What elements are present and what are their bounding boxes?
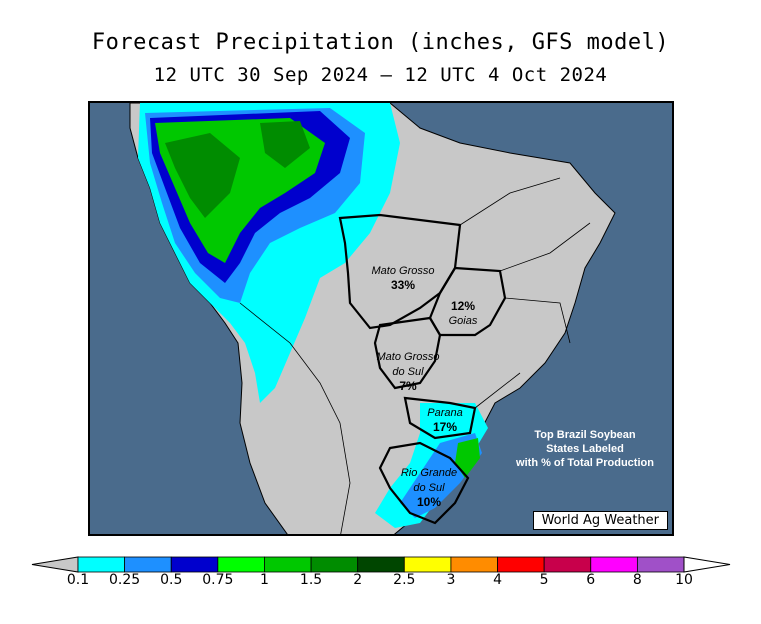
map-subtitle: 12 UTC 30 Sep 2024 — 12 UTC 4 Oct 2024 [153,64,608,86]
other-borders [239,177,591,534]
colorbar-over-arrow [683,556,731,573]
label-goias: 12% Goias [448,299,478,328]
colorbar-swatch [636,556,685,573]
colorbar-under-arrow [31,556,79,573]
colorbar-swatch [170,556,219,573]
map-canvas [90,103,672,534]
colorbar-swatch [77,556,126,573]
colorbar-tick-label: 1 [259,572,269,588]
label-mato-grosso-do-sul: Mato Grosso do Sul 7% [376,351,440,393]
precip-green-south [455,438,480,478]
colorbar-tick-label: 2.5 [393,572,416,588]
label-rio-grande-do-sul: Rio Grande do Sul 10% [400,467,458,509]
colorbar [31,556,731,573]
colorbar-swatch [497,556,545,573]
label-parana: Parana 17% [427,407,463,434]
colorbar-tick-label: 0.75 [202,572,234,588]
colorbar-tick-label: 5 [539,572,549,588]
colorbar-swatch [590,556,638,573]
colorbar-tick-label: 6 [586,572,596,588]
colorbar-tick-label: 2 [353,572,363,588]
precip-darkgreen [165,133,240,218]
credit-label: World Ag Weather [532,511,668,530]
colorbar-tick-label: 0.5 [160,572,183,588]
border-parana [403,396,477,440]
border-goias [428,266,507,337]
map-title: Forecast Precipitation (inches, GFS mode… [91,30,670,55]
colorbar-swatch [403,556,452,573]
border-mato-grosso [338,213,462,330]
colorbar-swatch [217,556,265,573]
colorbar-swatch [450,556,498,573]
soy-state-borders [338,213,507,525]
precipitation-map: Mato Grosso 33% 12% Goias Mato Grosso do Su… [88,101,674,536]
colorbar-tick-label: 1.5 [299,572,323,588]
precip-darkgreen-2 [260,121,310,168]
colorbar-tick-label: 0.25 [109,572,141,588]
border-rio-grande-do-sul [378,441,470,525]
colorbar-tick-label: 8 [632,572,642,588]
colorbar-tick-label: 3 [446,572,456,588]
colorbar-swatch [543,556,592,573]
colorbar-swatch [264,556,312,573]
production-note: Top Brazil Soybean States Labeled with %… [516,429,654,469]
colorbar-tick-label: 4 [493,572,502,588]
colorbar-tick-label: 10 [675,572,693,588]
colorbar-tick-label: 0.1 [66,572,90,588]
border-mato-grosso-do-sul [373,316,442,390]
colorbar-swatch [357,556,405,573]
label-mato-grosso: Mato Grosso 33% [371,265,435,292]
colorbar-swatch [124,556,172,573]
colorbar-swatch [310,556,359,573]
